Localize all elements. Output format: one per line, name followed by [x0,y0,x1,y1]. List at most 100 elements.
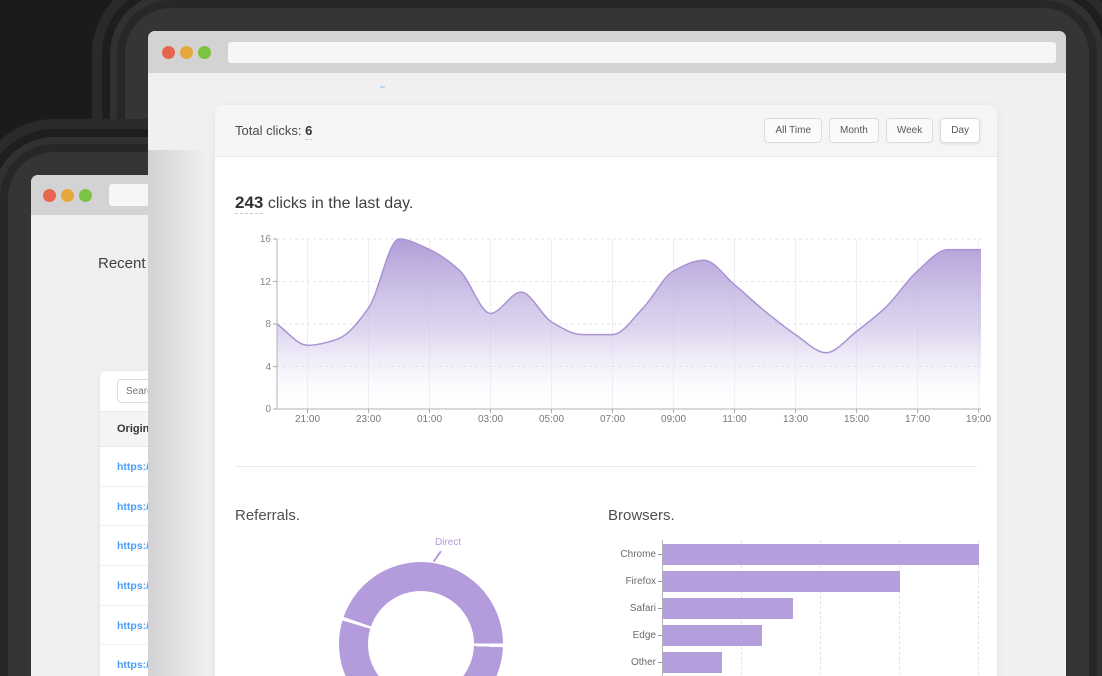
bar-chart-gridline [978,540,979,676]
bar-category-tick [658,662,662,663]
bar-chart-axis [662,540,663,676]
x-axis-tick-label: 17:00 [905,414,931,425]
table-row: https:// [100,487,148,527]
page-content: Total clicks: 6 All Time Month Week Day [148,73,1066,676]
card-body: 243 clicks in the last day. 0 4 8 12 16 21:00… [215,193,997,676]
x-axis-tick-label: 15:00 [844,414,870,425]
bar-category-tick [658,635,662,636]
x-axis-tick-label: 21:00 [294,414,321,425]
range-button-all-time[interactable]: All Time [764,118,823,143]
search-input[interactable] [117,379,148,403]
referrals-donut-chart: Direct [235,525,608,676]
referrals-title: Referrals. [235,507,301,524]
y-axis-tick-label: 16 [259,234,271,245]
analytics-card: Total clicks: 6 All Time Month Week Day [215,105,997,676]
page-content: Recent links. Original URL https://https… [31,255,148,676]
close-window-icon[interactable] [162,45,175,59]
range-button-week[interactable]: Week [885,118,934,143]
direct-segment-label: Direct [435,537,462,548]
maximize-window-icon[interactable] [79,188,92,202]
x-axis-tick-label: 19:00 [966,414,992,425]
browsers-bar-chart: Chrome Firefox Safari Edge Other [608,540,981,676]
short-link[interactable]: https:// [117,461,148,473]
short-link[interactable]: https:// [117,580,148,593]
x-axis-tick-label: 23:00 [355,414,382,425]
bar-chart-gridline [899,540,900,676]
clicks-area-chart: 0 4 8 12 16 21:00 23:00 01:00 03:00 05:00 07:00 09:… [260,234,991,429]
device-bezel: Total clicks: 6 All Time Month Week Day [125,8,1089,676]
range-button-month[interactable]: Month [829,118,879,143]
address-bar[interactable] [109,184,148,206]
y-axis-tick-label: 0 [265,404,271,415]
table-header-original-url: Original URL [100,411,148,447]
direct-label-leader-line [432,550,442,563]
y-axis-tick-label: 12 [259,276,271,288]
artifact-dot [380,86,385,88]
table-row: https:// [100,566,148,606]
table-row: https:// [100,645,148,676]
x-axis-tick-label: 09:00 [661,414,687,425]
x-axis-tick-label: 07:00 [600,414,626,425]
x-axis-tick-label: 03:00 [478,414,504,425]
x-axis-tick-label: 01:00 [416,414,443,425]
table-row: https:// [100,526,148,567]
bar-category-tick [658,608,662,609]
bar-safari [663,598,794,619]
links-table: https:// https:// https:// https:// https://… [100,447,148,676]
table-row: https:// [100,606,148,646]
bar-chart-gridline [820,540,821,676]
clicks-headline: 243 clicks in the last day. [235,193,977,214]
table-row: https:// [100,447,148,487]
clicks-count: 243 [235,193,264,214]
bar-chrome [663,544,979,565]
bar-category-label: Firefox [625,576,656,587]
browser-frame: Total clicks: 6 All Time Month Week Day [148,31,1066,676]
x-axis-tick-label: 11:00 [722,414,747,425]
window-drop-shadow [148,150,206,676]
short-link[interactable]: https:// [117,500,148,513]
device-bezel: Recent links. Original URL https://https… [8,152,148,676]
bottom-sections: Referrals. Direct Browsers. [235,487,981,676]
maximize-window-icon[interactable] [198,45,211,59]
bar-category-label: Safari [629,603,656,614]
browser-chrome [148,31,1066,73]
bar-edge [663,625,762,646]
bar-category-tick [658,554,662,555]
time-range-buttons: All Time Month Week Day [764,118,980,143]
donut-hole [368,591,474,676]
total-clicks-label: Total clicks: [235,123,302,138]
minimize-window-icon[interactable] [61,188,74,202]
y-axis-tick-label: 4 [265,361,271,373]
browsers-title: Browsers. [608,507,675,524]
range-button-day[interactable]: Day [940,118,980,143]
bar-category-label: Other [630,657,656,668]
clicks-text: clicks in the last day. [263,195,414,212]
browser-chrome [31,175,148,215]
links-card: Original URL https://https://https://htt… [100,371,148,676]
short-link[interactable]: https:// [117,540,148,553]
short-link[interactable]: https:// [117,659,148,672]
area-chart-plot [273,238,981,413]
browser-window-links: Recent links. Original URL https://https… [0,0,148,676]
x-axis-tick-label: 05:00 [539,414,565,425]
bar-category-tick [658,581,662,582]
section-divider [235,466,977,467]
short-link[interactable]: https:// [117,619,148,632]
bar-other [663,652,723,673]
browser-frame: Recent links. Original URL https://https… [31,175,148,676]
referrals-section: Referrals. Direct [235,487,608,676]
address-bar[interactable] [228,41,1056,63]
recent-links-title: Recent links. [98,255,148,272]
bar-firefox [663,571,900,592]
minimize-window-icon[interactable] [180,45,193,59]
browsers-section: Browsers. Chrome Firefox Safari Edge Other [608,487,981,676]
card-header: Total clicks: 6 All Time Month Week Day [215,105,997,157]
bar-category-label: Edge [632,630,656,641]
x-axis-tick-label: 13:00 [783,414,809,425]
bar-category-label: Chrome [620,549,656,560]
y-axis-tick-label: 8 [265,319,271,330]
total-clicks-value: 6 [305,123,313,140]
close-window-icon[interactable] [43,188,56,202]
total-clicks: Total clicks: 6 [235,123,313,140]
